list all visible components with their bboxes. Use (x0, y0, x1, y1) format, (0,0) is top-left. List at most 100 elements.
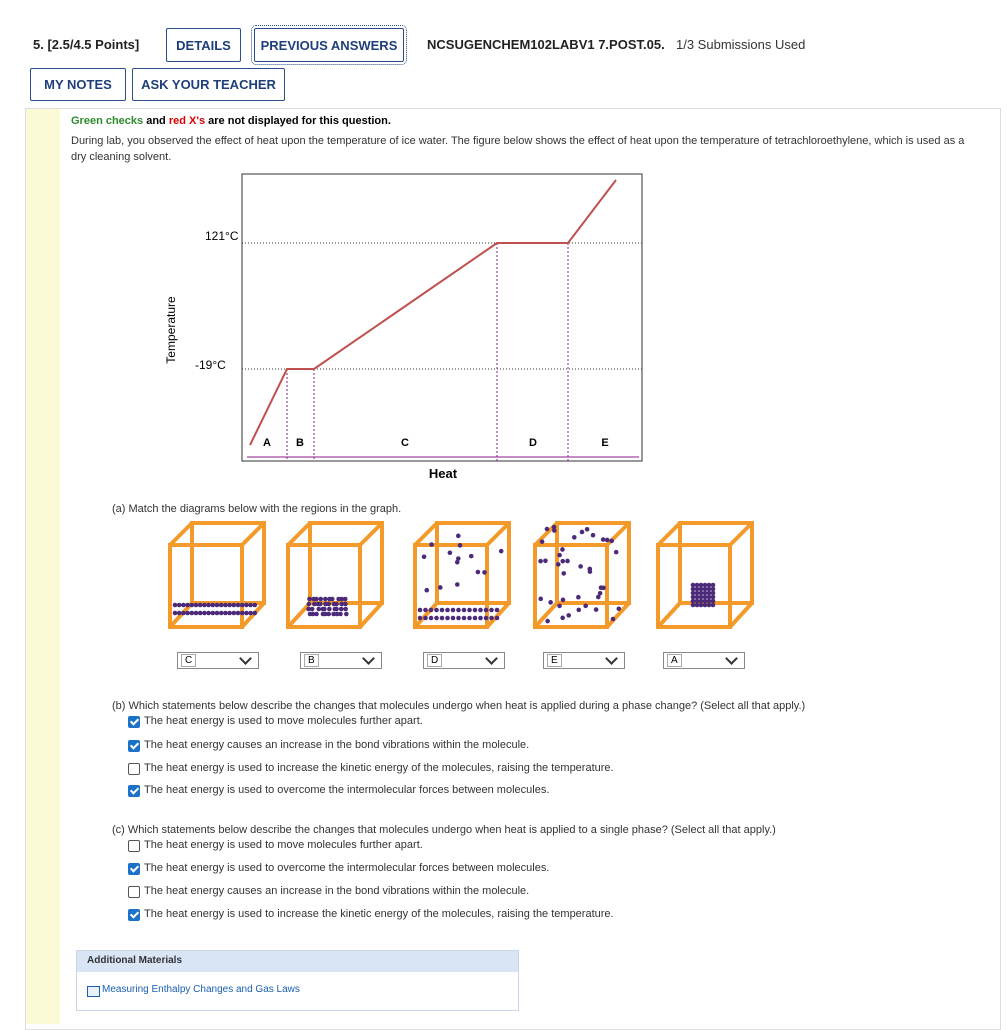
curve (249, 179, 617, 446)
molecule (326, 611, 331, 617)
answer-select[interactable]: E (543, 652, 625, 669)
checkbox[interactable] (128, 785, 140, 797)
molecule (421, 554, 427, 560)
molecule (334, 601, 339, 607)
answer-select[interactable]: A (663, 652, 745, 669)
molecule (706, 594, 712, 600)
region-label: C (401, 437, 409, 449)
molecule (706, 598, 712, 604)
answer-select[interactable]: C (177, 652, 259, 669)
select-value: D (427, 654, 443, 667)
checkbox[interactable] (128, 716, 140, 728)
select-arrow (362, 652, 375, 665)
answer-select[interactable]: B (300, 652, 382, 669)
region-label: E (601, 437, 608, 449)
molecule (307, 596, 312, 602)
cube-edge (533, 601, 559, 629)
molecule (598, 585, 604, 591)
molecule (489, 607, 494, 613)
part-c-prompt: (c) Which statements below describe the … (112, 824, 776, 836)
molecule (235, 602, 241, 608)
molecule (176, 602, 182, 608)
my-notes-button[interactable]: MY NOTES (30, 68, 126, 101)
molecule (227, 610, 232, 616)
molecule (206, 610, 211, 616)
molecule (710, 590, 716, 596)
molecule (202, 610, 207, 616)
molecule (329, 596, 335, 602)
molecule (339, 601, 344, 607)
molecule (342, 596, 348, 602)
cube-back (678, 521, 754, 605)
molecule (239, 602, 245, 608)
molecule (557, 603, 562, 609)
answer-select[interactable]: D (423, 652, 505, 669)
select-value: E (547, 654, 562, 667)
molecule (478, 615, 483, 621)
select-value: B (304, 654, 319, 667)
select-arrow (725, 652, 738, 665)
molecule (468, 553, 474, 559)
cube-edge (358, 601, 384, 629)
previous-answers-button[interactable]: PREVIOUS ANSWERS (251, 25, 407, 65)
molecule (706, 590, 712, 596)
molecule (214, 602, 220, 608)
molecule (545, 618, 550, 624)
molecule (560, 547, 565, 552)
molecule (472, 615, 478, 621)
molecule (456, 607, 461, 613)
details-button[interactable]: DETAILS (166, 28, 241, 62)
molecule (434, 615, 439, 621)
molecule (561, 571, 567, 576)
cube (286, 521, 384, 629)
molecule (482, 570, 487, 575)
molecule (498, 548, 504, 554)
molecule (694, 590, 700, 596)
checkbox[interactable] (128, 909, 140, 921)
notice-green: Green checks (71, 115, 144, 127)
checkbox[interactable] (128, 886, 140, 898)
molecule (593, 607, 599, 612)
molecule (206, 602, 211, 608)
question-panel (25, 108, 1001, 1030)
molecule (494, 615, 500, 621)
molecule (181, 602, 186, 608)
molecule (450, 615, 456, 621)
molecule (690, 590, 696, 596)
molecule (565, 558, 570, 564)
molecule (538, 558, 543, 564)
additional-link[interactable]: Measuring Enthalpy Changes and Gas Laws (102, 984, 300, 995)
molecule (544, 526, 550, 532)
plot-frame (241, 173, 643, 462)
molecule (698, 594, 704, 600)
checkbox[interactable] (128, 763, 140, 775)
molecule (231, 602, 237, 608)
checkbox[interactable] (128, 840, 140, 852)
molecule (450, 607, 456, 613)
molecule (690, 598, 696, 604)
molecule (571, 535, 577, 540)
ask-teacher-button[interactable]: ASK YOUR TEACHER (132, 68, 285, 101)
molecule (690, 602, 696, 608)
checkbox[interactable] (128, 740, 140, 752)
molecule (552, 528, 557, 533)
molecule (710, 594, 716, 600)
select-arrow (239, 652, 252, 665)
molecule (423, 615, 428, 621)
molecule (429, 542, 434, 547)
molecule (583, 603, 588, 609)
molecule (331, 611, 336, 617)
molecule (437, 585, 443, 590)
molecule (244, 610, 249, 616)
book-icon (87, 986, 100, 997)
checkbox[interactable] (128, 863, 140, 875)
molecule (428, 615, 434, 621)
cube-edge (168, 521, 194, 547)
temp-label: -19°C (195, 358, 226, 372)
molecule (323, 611, 328, 617)
molecule (439, 615, 445, 621)
molecule (690, 586, 696, 592)
molecule (454, 559, 460, 565)
cube-edge (656, 521, 682, 547)
